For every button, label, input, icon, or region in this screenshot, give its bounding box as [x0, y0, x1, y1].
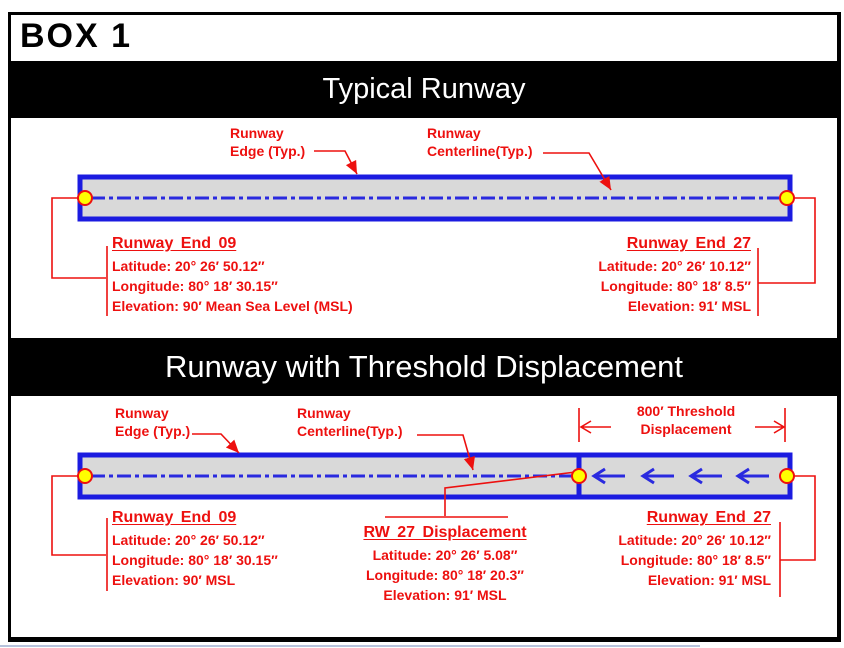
runway-end-27-elevation: Elevation: 91′ MSL — [647, 572, 771, 588]
box-header: BOX 1 — [11, 15, 837, 61]
displacement-arrow-icon — [591, 467, 625, 485]
rw27-displacement-longitude: Longitude: 80° 18′ 20.3″ — [365, 567, 525, 583]
runway-end-09-info: Runway End 09 Latitude: 20° 26′ 50.12″ L… — [112, 234, 353, 316]
runway-end-27-longitude: Longitude: 80° 18′ 8.5″ — [600, 278, 751, 294]
runway-end-09-info: Runway End 09 Latitude: 20° 26′ 50.12″ L… — [112, 508, 278, 590]
runway-end-09-elevation: Elevation: 90′ Mean Sea Level (MSL) — [112, 298, 353, 314]
displacement-leader-line — [444, 470, 585, 516]
runway-end-09-longitude: Longitude: 80° 18′ 30.15″ — [112, 278, 278, 294]
end27-marker-circle — [779, 468, 795, 484]
runway-end-27-elevation: Elevation: 91′ MSL — [627, 298, 751, 314]
end09-leader-bracket — [51, 197, 106, 279]
displaced-threshold-marker-circle — [571, 468, 587, 484]
dimension-arrow-right — [755, 420, 786, 434]
runway-end-27-title: Runway End 27 — [626, 235, 751, 252]
runway-edge-label: Runway Edge (Typ.) — [230, 125, 306, 159]
displacement-arrow-icon — [735, 467, 769, 485]
runway-end-09-longitude: Longitude: 80° 18′ 30.15″ — [112, 552, 278, 568]
end09-leader-bracket — [51, 475, 106, 556]
rw27-displacement-elevation: Elevation: 91′ MSL — [383, 587, 507, 603]
rw27-displacement-title: RW 27 Displacement — [363, 524, 527, 541]
runway-end-27-title: Runway End 27 — [646, 509, 771, 526]
displacement-arrow-icon — [688, 467, 722, 485]
runway-end-09-latitude: Latitude: 20° 26′ 50.12″ — [112, 532, 265, 548]
typical-runway-graphic — [51, 150, 816, 316]
rw27-displacement-info: RW 27 Displacement Latitude: 20° 26′ 5.0… — [345, 523, 545, 605]
window-bottom-edge-line — [0, 645, 700, 647]
runway-end-09-title: Runway End 09 — [112, 235, 237, 252]
rw27-displacement-latitude: Latitude: 20° 26′ 5.08″ — [372, 547, 518, 563]
box-title: BOX 1 — [20, 17, 133, 55]
runway-end-09-elevation: Elevation: 90′ MSL — [112, 572, 236, 588]
runway-end-27-latitude: Latitude: 20° 26′ 10.12″ — [598, 258, 751, 274]
dimension-arrow-left — [579, 420, 611, 434]
typical-runway-title: Typical Runway — [322, 73, 526, 105]
runway-end-09-title: Runway End 09 — [112, 509, 237, 526]
end27-marker-circle — [779, 190, 795, 206]
end27-leader-bracket — [780, 475, 816, 561]
runway-centerline-label: Runway Centerline(Typ.) — [297, 405, 403, 439]
typical-runway-diagram: Runway Edge (Typ.) Runway Centerline(Typ… — [11, 118, 837, 338]
runway-edge-label: Runway Edge (Typ.) — [115, 405, 191, 439]
runway-end-27-longitude: Longitude: 80° 18′ 8.5″ — [620, 552, 771, 568]
end09-marker-circle — [77, 190, 93, 206]
displaced-runway-title: Runway with Threshold Displacement — [164, 349, 684, 384]
runway-centerline-label: Runway Centerline(Typ.) — [427, 125, 533, 159]
edge-label-leader-arrow — [192, 433, 240, 454]
runway-end-09-latitude: Latitude: 20° 26′ 50.12″ — [112, 258, 265, 274]
runway-end-27-info: Runway End 27 Latitude: 20° 26′ 10.12″ L… — [511, 234, 751, 316]
displacement-arrow-icon — [640, 467, 674, 485]
centerline-label-leader-arrow — [417, 434, 475, 471]
displaced-runway-diagram: Runway Edge (Typ.) Runway Centerline(Typ… — [11, 396, 837, 637]
end27-leader-bracket — [758, 197, 816, 284]
end09-marker-circle — [77, 468, 93, 484]
runway-end-27-latitude: Latitude: 20° 26′ 10.12″ — [618, 532, 771, 548]
runway-end-27-info: Runway End 27 Latitude: 20° 26′ 10.12″ L… — [531, 508, 771, 590]
edge-label-leader-arrow — [314, 150, 358, 175]
displaced-runway-title-bar: Runway with Threshold Displacement — [11, 338, 837, 396]
displaced-runway-graphic — [51, 408, 816, 597]
box1-figure: BOX 1 Typical Runway — [8, 12, 841, 642]
typical-runway-title-bar: Typical Runway — [11, 61, 837, 118]
threshold-displacement-label: 800′ Threshold Displacement — [636, 403, 736, 437]
centerline-label-leader-arrow — [543, 152, 612, 191]
